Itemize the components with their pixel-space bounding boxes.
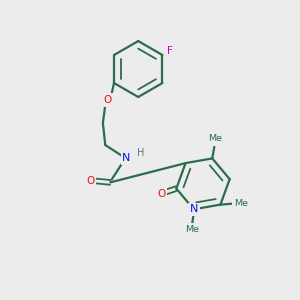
Text: F: F xyxy=(167,46,172,56)
Text: H: H xyxy=(137,148,144,158)
Text: Me: Me xyxy=(185,224,199,233)
Text: N: N xyxy=(122,153,130,163)
Text: Me: Me xyxy=(208,134,222,143)
Text: O: O xyxy=(86,176,94,186)
Text: N: N xyxy=(190,204,198,214)
Text: Me: Me xyxy=(234,199,248,208)
Text: O: O xyxy=(157,189,165,199)
Text: O: O xyxy=(103,95,111,105)
